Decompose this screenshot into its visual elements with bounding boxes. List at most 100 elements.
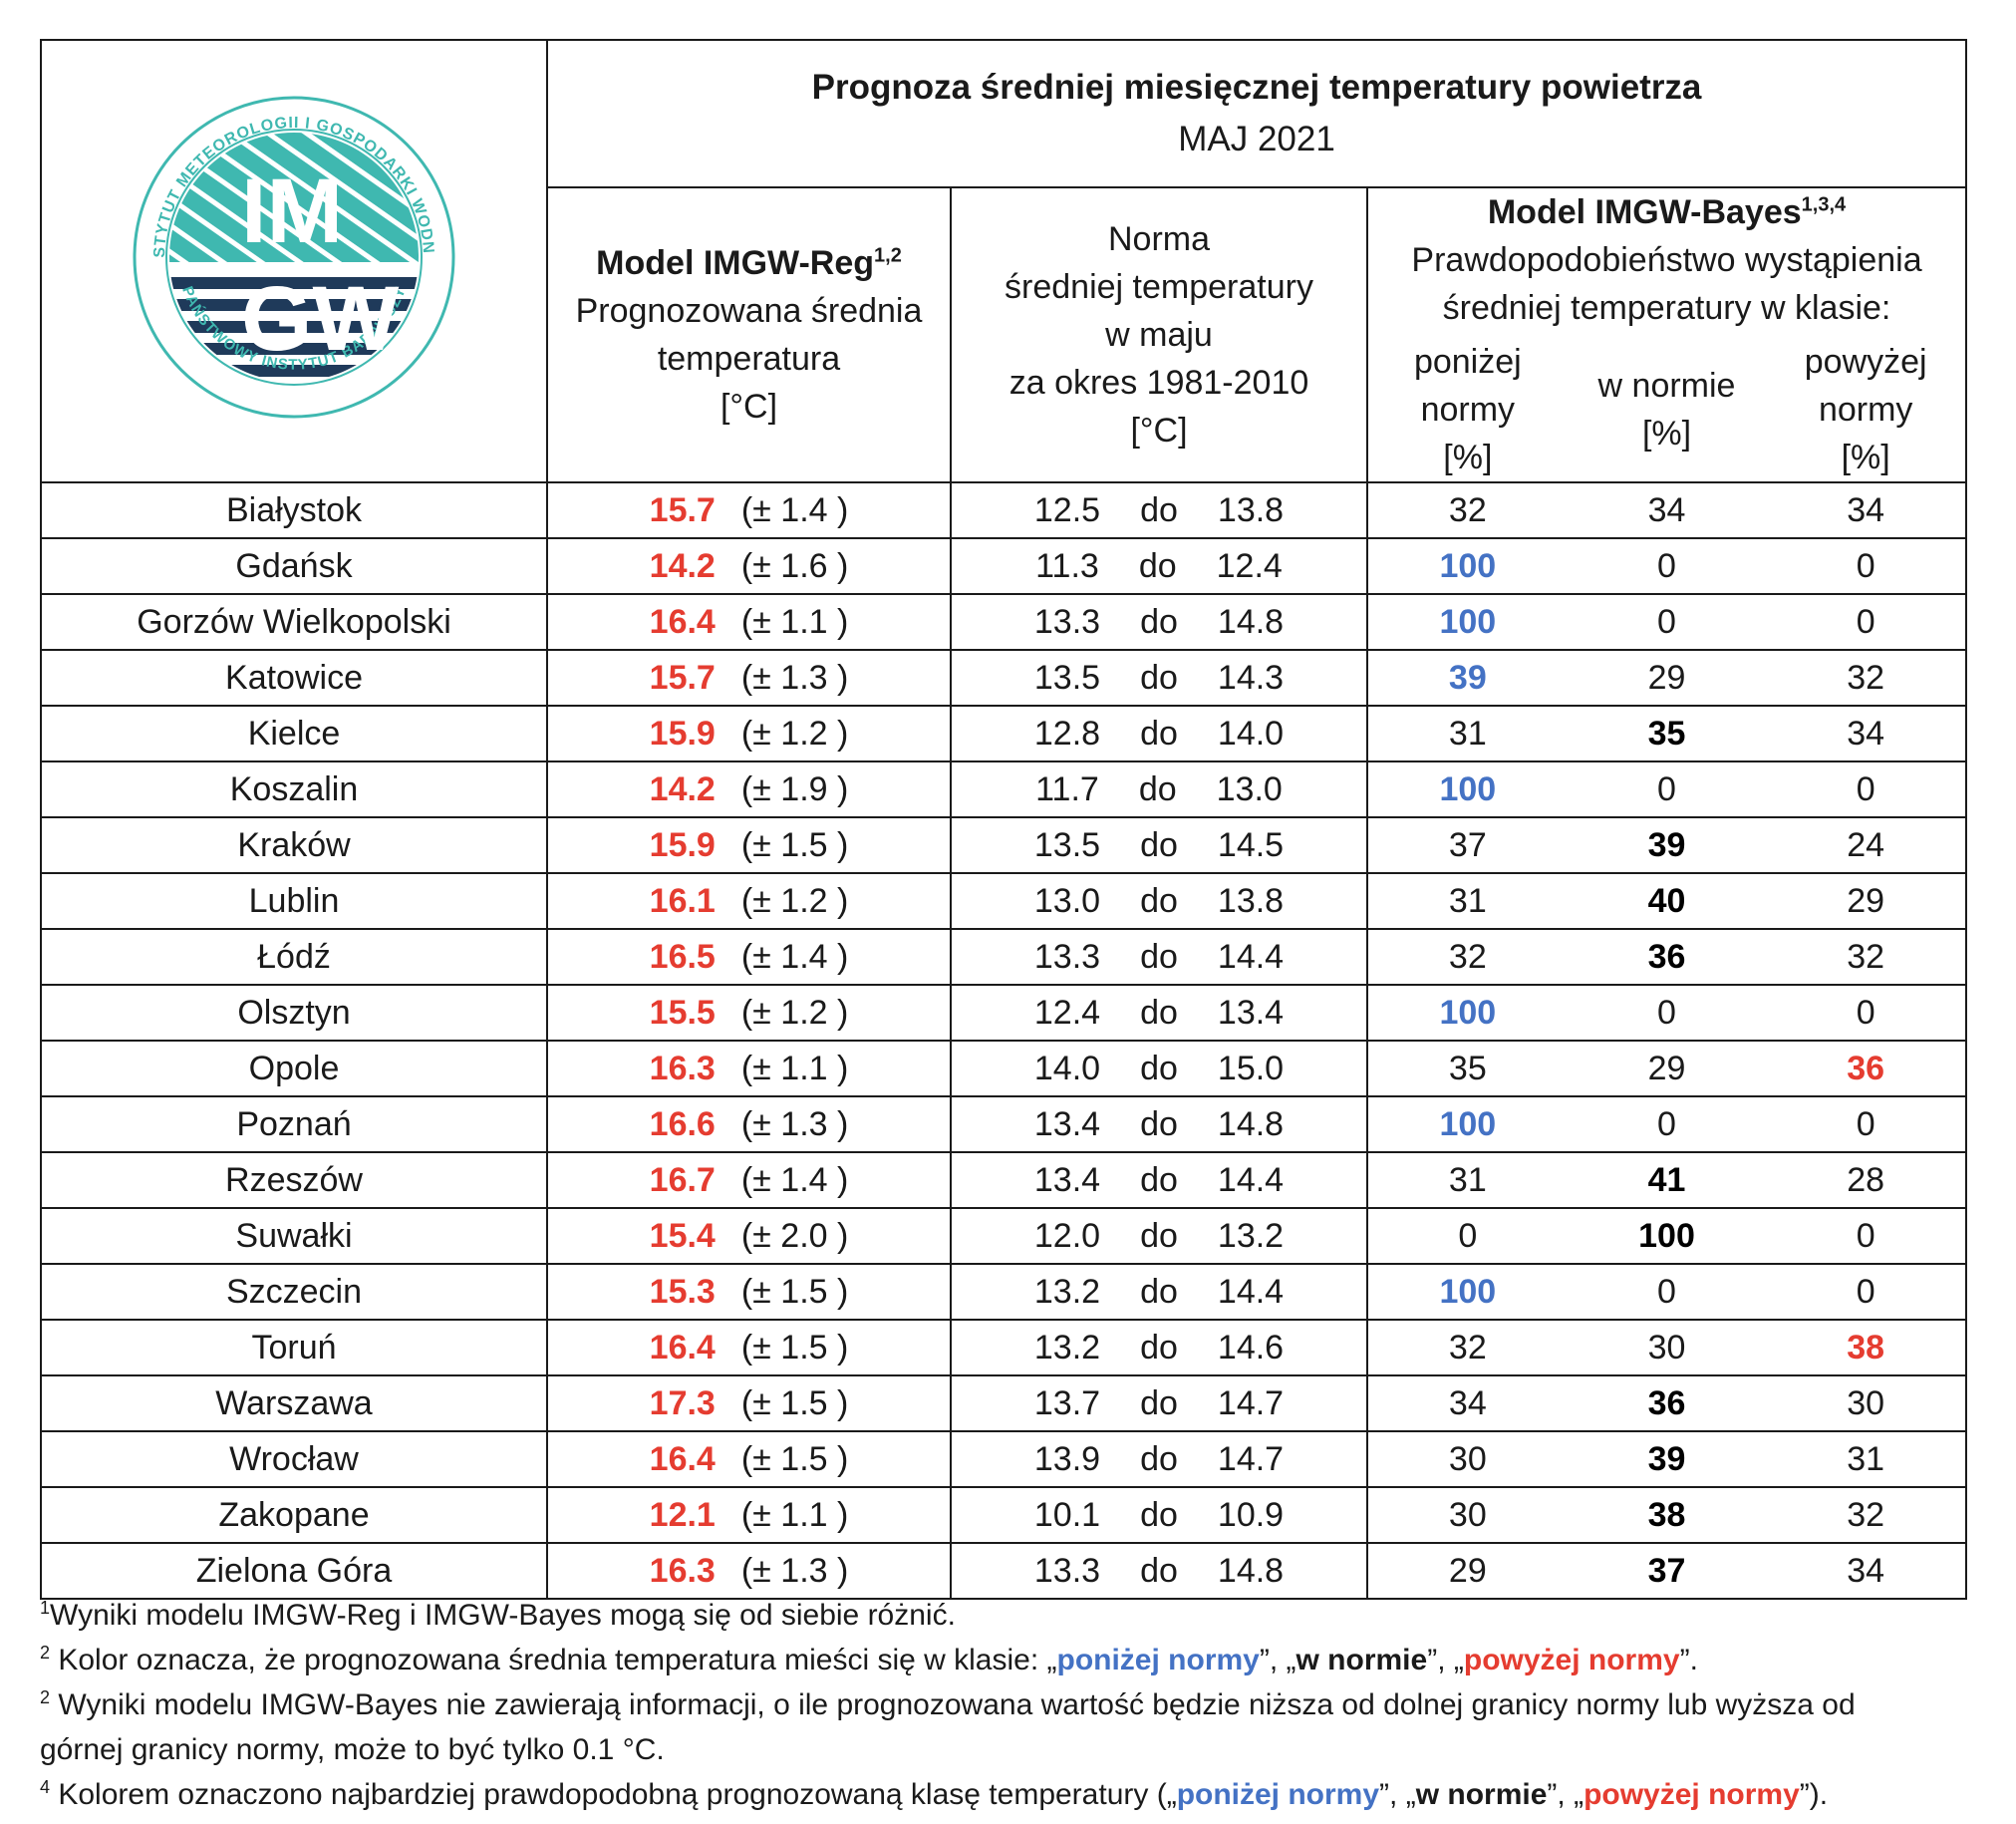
reg-cell: 15.3 (± 1.5 ) [546, 1263, 952, 1321]
bayes-sup: 1,3,4 [1801, 193, 1847, 216]
norm-cell: 13.0 do 13.8 [950, 872, 1368, 930]
bayes-cell: 31 41 28 [1365, 1151, 1968, 1209]
city-cell: Opole [40, 1040, 548, 1097]
table-row: Gdańsk 14.2 (± 1.6 ) 11.3 do 12.4 100 0 0 [40, 537, 1968, 595]
city-cell: Suwałki [40, 1207, 548, 1265]
reg-cell: 16.4 (± 1.5 ) [546, 1430, 952, 1488]
table-row: Zakopane 12.1 (± 1.1 ) 10.1 do 10.9 30 38 32 [40, 1486, 1968, 1544]
table-row: Suwałki 15.4 (± 2.0 ) 12.0 do 13.2 0 100 0 [40, 1207, 1968, 1265]
city-cell: Rzeszów [40, 1151, 548, 1209]
norm-line3: w maju [1105, 316, 1213, 354]
bayes-title: Model IMGW-Bayes [1487, 193, 1802, 231]
logo-gw: GW [241, 268, 400, 370]
reg-cell: 16.4 (± 1.5 ) [546, 1319, 952, 1376]
norm-cell: 13.3 do 14.8 [950, 593, 1368, 651]
footnote-2: 2 Kolor oznacza, że prognozowana średnia… [40, 1643, 1698, 1676]
norm-unit: [°C] [1130, 412, 1188, 450]
city-cell: Zakopane [40, 1486, 548, 1544]
city-cell: Poznań [40, 1095, 548, 1153]
reg-cell: 15.9 (± 1.5 ) [546, 816, 952, 874]
footnote-3: 2 Wyniki modelu IMGW-Bayes nie zawierają… [40, 1687, 1856, 1766]
bayes-col-below: poniżej normy [%] [1413, 343, 1522, 476]
norm-cell: 10.1 do 10.9 [950, 1486, 1368, 1544]
bayes-col-normal: w normie [%] [1597, 367, 1736, 453]
reg-cell: 17.3 (± 1.5 ) [546, 1374, 952, 1432]
reg-cell: 14.2 (± 1.6 ) [546, 537, 952, 595]
table-row: Łódź 16.5 (± 1.4 ) 13.3 do 14.4 32 36 32 [40, 928, 1968, 986]
table-row: Olsztyn 15.5 (± 1.2 ) 12.4 do 13.4 100 0 0 [40, 984, 1968, 1042]
reg-cell: 16.6 (± 1.3 ) [546, 1095, 952, 1153]
reg-cell: 15.4 (± 2.0 ) [546, 1207, 952, 1265]
table-row: Rzeszów 16.7 (± 1.4 ) 13.4 do 14.4 31 41 28 [40, 1151, 1968, 1209]
norm-cell: 13.9 do 14.7 [950, 1430, 1368, 1488]
bayes-cell: 100 0 0 [1365, 593, 1968, 651]
table-row: Poznań 16.6 (± 1.3 ) 13.4 do 14.8 100 0 0 [40, 1095, 1968, 1153]
city-cell: Gdańsk [40, 537, 548, 595]
norm-line4: za okres 1981-2010 [1008, 364, 1309, 402]
city-cell: Warszawa [40, 1374, 548, 1432]
bayes-cell: 29 37 34 [1365, 1542, 1968, 1600]
reg-cell: 12.1 (± 1.1 ) [546, 1486, 952, 1544]
reg-cell: 15.5 (± 1.2 ) [546, 984, 952, 1042]
bayes-cell: 0 100 0 [1365, 1207, 1968, 1265]
reg-sup: 1,2 [874, 244, 902, 267]
table-row: Koszalin 14.2 (± 1.9 ) 11.7 do 13.0 100 0 0 [40, 760, 1968, 818]
norm-cell: 13.2 do 14.6 [950, 1319, 1368, 1376]
table-row: Szczecin 15.3 (± 1.5 ) 13.2 do 14.4 100 0 0 [40, 1263, 1968, 1321]
footnote-4: 4 Kolorem oznaczono najbardziej prawdopo… [40, 1777, 1829, 1811]
city-cell: Olsztyn [40, 984, 548, 1042]
title-cell: Prognoza średniej miesięcznej temperatur… [545, 39, 1968, 188]
reg-cell: 16.7 (± 1.4 ) [546, 1151, 952, 1209]
bayes-cell: 100 0 0 [1365, 1263, 1968, 1321]
norm-cell: 13.5 do 14.3 [950, 649, 1368, 707]
page-subtitle: MAJ 2021 [1178, 120, 1335, 158]
reg-line1: Prognozowana średnia [575, 292, 923, 330]
norm-cell: 14.0 do 15.0 [950, 1040, 1368, 1097]
city-cell: Kraków [40, 816, 548, 874]
bayes-cell: 39 29 32 [1365, 649, 1968, 707]
table-row: Wrocław 16.4 (± 1.5 ) 13.9 do 14.7 30 39 31 [40, 1430, 1968, 1488]
logo-cell: INSTYTUT METEOROLOGII I GOSPODARKI WODNE… [40, 39, 548, 483]
bayes-cell: 32 36 32 [1365, 928, 1968, 986]
reg-cell: 16.3 (± 1.1 ) [546, 1040, 952, 1097]
bayes-cell: 31 35 34 [1365, 705, 1968, 762]
table-row: Białystok 15.7 (± 1.4 ) 12.5 do 13.8 32 34 34 [40, 481, 1968, 539]
bayes-line2: średniej temperatury w klasie: [1442, 289, 1891, 327]
city-cell: Lublin [40, 872, 548, 930]
reg-cell: 15.7 (± 1.4 ) [546, 481, 952, 539]
reg-cell: 15.9 (± 1.2 ) [546, 705, 952, 762]
bayes-cell: 100 0 0 [1365, 760, 1968, 818]
norm-cell: 11.7 do 13.0 [950, 760, 1368, 818]
imgw-logo: INSTYTUT METEOROLOGII I GOSPODARKI WODNE… [124, 80, 455, 418]
reg-unit: [°C] [720, 388, 778, 426]
norm-cell: 11.3 do 12.4 [950, 537, 1368, 595]
reg-cell: 14.2 (± 1.9 ) [546, 760, 952, 818]
table-row: Gorzów Wielkopolski 16.4 (± 1.1 ) 13.3 do 14.… [40, 593, 1968, 651]
reg-cell: 16.5 (± 1.4 ) [546, 928, 952, 986]
bayes-cell: 37 39 24 [1365, 816, 1968, 874]
forecast-table: INSTYTUT METEOROLOGII I GOSPODARKI WODNE… [40, 39, 1968, 1600]
footnote-1: 1Wyniki modelu IMGW-Reg i IMGW-Bayes mog… [40, 1598, 956, 1632]
city-cell: Zielona Góra [40, 1542, 548, 1600]
reg-line2: temperatura [657, 340, 841, 378]
table-body: Białystok 15.7 (± 1.4 ) 12.5 do 13.8 32 34 34 Gda… [40, 481, 1968, 1600]
norm-cell: 13.4 do 14.4 [950, 1151, 1368, 1209]
footnotes: 1Wyniki modelu IMGW-Reg i IMGW-Bayes mog… [40, 1593, 1993, 1817]
bayes-line1: Prawdopodobieństwo wystąpienia [1411, 241, 1922, 279]
norm-cell: 13.4 do 14.8 [950, 1095, 1368, 1153]
city-cell: Koszalin [40, 760, 548, 818]
norm-cell: 13.3 do 14.4 [950, 928, 1368, 986]
city-cell: Łódź [40, 928, 548, 986]
reg-cell: 16.1 (± 1.2 ) [546, 872, 952, 930]
bayes-cell: 30 39 31 [1365, 1430, 1968, 1488]
city-cell: Wrocław [40, 1430, 548, 1488]
bayes-cell: 35 29 36 [1365, 1040, 1968, 1097]
table-row: Kraków 15.9 (± 1.5 ) 13.5 do 14.5 37 39 24 [40, 816, 1968, 874]
table-row: Katowice 15.7 (± 1.3 ) 13.5 do 14.3 39 29 32 [40, 649, 1968, 707]
city-cell: Kielce [40, 705, 548, 762]
norm-cell: 12.8 do 14.0 [950, 705, 1368, 762]
norm-cell: 12.0 do 13.2 [950, 1207, 1368, 1265]
bayes-cell: 31 40 29 [1365, 872, 1968, 930]
bayes-cell: 32 30 38 [1365, 1319, 1968, 1376]
city-cell: Gorzów Wielkopolski [40, 593, 548, 651]
